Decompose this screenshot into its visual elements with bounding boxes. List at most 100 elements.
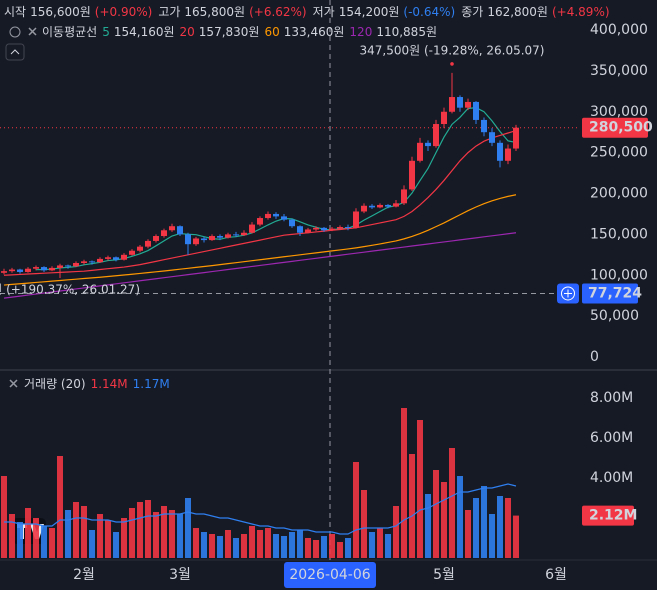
ohlc-value: 162,800원	[487, 5, 548, 19]
ohlc-change: (+6.62%)	[249, 5, 307, 19]
candle-body	[433, 124, 439, 147]
candle-body	[65, 265, 71, 267]
y-tick-label: 50,000	[590, 308, 639, 324]
volume-bar	[505, 498, 511, 558]
volume-bar	[169, 510, 175, 558]
ma-name: 20	[180, 25, 195, 39]
candle-body	[337, 227, 343, 229]
candle-body	[281, 216, 287, 220]
candle-body	[353, 211, 359, 228]
volume-legend-value: 1.17M	[133, 377, 170, 391]
candle-body	[345, 227, 351, 229]
last-price-label: 280,500	[589, 120, 653, 136]
volume-bar	[233, 538, 239, 558]
y-tick-label: 100,000	[590, 267, 648, 283]
candle-body	[241, 232, 247, 236]
volume-bar	[17, 522, 23, 558]
y-tick-label: 150,000	[590, 226, 648, 242]
candle-body	[209, 236, 215, 241]
crosshair-x-label: 2026-04-06	[289, 567, 370, 583]
volume-bar	[113, 532, 119, 558]
last-price-label-bg	[582, 117, 648, 138]
ohlc-change: (+4.89%)	[552, 5, 610, 19]
volume-bar	[129, 508, 135, 558]
candle-body	[25, 268, 31, 272]
candle-body	[257, 218, 263, 225]
ohlc-label: 저가	[313, 5, 335, 19]
candle-body	[177, 226, 183, 235]
candle-body	[513, 127, 519, 149]
volume-bar	[177, 514, 183, 558]
volume-bar	[33, 518, 39, 558]
volume-bar	[337, 542, 343, 558]
volume-bar	[417, 420, 423, 558]
candle-body	[265, 213, 271, 219]
last-volume-label-bg	[582, 505, 634, 526]
volume-bar	[345, 538, 351, 558]
crosshair-y-label-bg	[582, 283, 638, 304]
volume-bar	[41, 526, 47, 558]
ma-value: 154,160원	[114, 25, 175, 39]
candle-body	[73, 262, 79, 267]
volume-bar	[81, 506, 87, 558]
ma-name: 60	[264, 25, 279, 39]
y-tick-label: 300,000	[590, 104, 648, 120]
ohlc-value: 165,800원	[184, 5, 245, 19]
volume-bar	[265, 528, 271, 558]
volume-bar	[161, 506, 167, 558]
candle-body	[305, 229, 311, 233]
volume-bar	[97, 514, 103, 558]
volume-bar	[257, 530, 263, 558]
ohlc-label: 시작	[4, 5, 26, 19]
volume-bar	[361, 490, 367, 558]
candle-body	[233, 234, 239, 236]
volume-bar	[377, 528, 383, 558]
x-tick-label: 2월	[73, 567, 95, 583]
ohlc-value: 154,200원	[339, 5, 400, 19]
crosshair-add-icon	[561, 286, 575, 301]
high-marker	[450, 62, 454, 66]
collapse-arrow	[10, 49, 20, 55]
candle-body	[393, 203, 399, 207]
candle-body	[497, 142, 503, 161]
candle-body	[441, 111, 447, 125]
volume-bar	[281, 536, 287, 558]
candle-body	[273, 213, 279, 217]
volume-bar	[249, 526, 255, 558]
volume-bar	[305, 538, 311, 558]
candle-body	[193, 238, 199, 245]
volume-bar	[425, 494, 431, 558]
candle-body	[201, 238, 207, 241]
candle-body	[385, 204, 391, 207]
candle-body	[489, 132, 495, 143]
candle-body	[321, 227, 327, 231]
y-tick-label: 200,000	[590, 186, 648, 202]
x-tick-label: 5월	[433, 567, 455, 583]
candle-body	[369, 205, 375, 208]
volume-bar	[209, 534, 215, 558]
close-icon[interactable]	[28, 27, 37, 36]
volume-bar	[385, 534, 391, 558]
volume-legend: 거래량 (20) 1.14M 1.17M	[24, 377, 170, 391]
volume-bar	[65, 510, 71, 558]
volume-tick-label: 4.00M	[590, 470, 633, 486]
volume-bar	[105, 520, 111, 558]
volume-tick-label: 8.00M	[590, 390, 633, 406]
volume-bar	[89, 530, 95, 558]
volume-bar	[201, 532, 207, 558]
collapse-button[interactable]	[5, 43, 25, 61]
volume-bar	[313, 540, 319, 558]
candle-body	[225, 234, 231, 238]
close-icon[interactable]	[9, 379, 18, 388]
volume-bar	[353, 462, 359, 558]
candle-body	[97, 258, 103, 263]
candle-body	[129, 250, 135, 255]
volume-bar	[273, 534, 279, 558]
x-tick-label: 6월	[545, 567, 567, 583]
candle-body	[185, 234, 191, 245]
candle-body	[9, 269, 15, 272]
moving-average-line	[3, 194, 517, 286]
eye-icon[interactable]	[9, 26, 21, 38]
